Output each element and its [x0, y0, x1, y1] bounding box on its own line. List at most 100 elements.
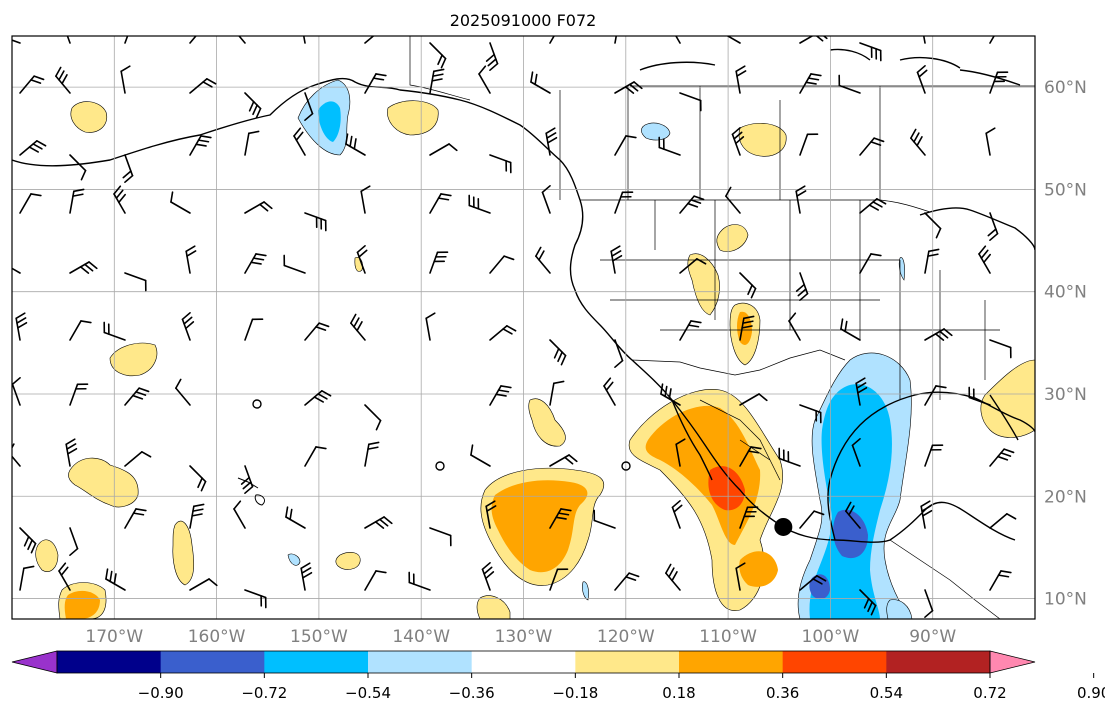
wind-barb — [124, 272, 147, 292]
wind-barb — [840, 318, 861, 341]
wind-barb — [549, 36, 555, 44]
wind-barb — [478, 65, 491, 94]
longitude-tick-label: 120°W — [597, 627, 655, 647]
wind-barb — [838, 74, 861, 94]
wind-barb — [739, 393, 768, 406]
wind-barb — [189, 578, 218, 591]
colorbar-segment — [160, 651, 265, 673]
positive-blob — [335, 552, 361, 570]
wind-barb — [924, 385, 947, 406]
wind-barb — [799, 73, 822, 94]
calm-circle — [435, 461, 445, 471]
wind-barb — [19, 193, 42, 214]
figure-title: 2025091000 F072 — [450, 11, 597, 30]
colorbar-tick-label: −0.72 — [241, 684, 287, 702]
longitude-tick-label: 140°W — [392, 627, 450, 647]
positive-region-mexico-core — [708, 466, 745, 511]
wind-barb — [859, 253, 882, 274]
wind-barb — [408, 571, 431, 591]
wind-barb — [113, 185, 126, 214]
wind-barb — [55, 66, 71, 94]
baja-peninsula — [671, 399, 713, 481]
negative-blob — [582, 581, 589, 601]
wind-barb — [364, 570, 387, 591]
calm-wind-markers — [252, 399, 631, 471]
wind-barb — [19, 565, 35, 591]
wind-barb — [345, 133, 366, 156]
longitude-tick-label: 160°W — [188, 627, 246, 647]
wind-barb — [799, 36, 828, 44]
colorbar-tick-label: 0.18 — [662, 684, 695, 702]
positive-blob — [35, 539, 59, 572]
us-mexico-border — [631, 349, 846, 376]
wind-barb — [105, 568, 126, 591]
longitude-tick-label: 110°W — [699, 627, 757, 647]
wind-barb — [795, 185, 807, 214]
wind-barb — [19, 75, 45, 94]
wind-barb — [364, 516, 393, 529]
wind-barb — [924, 589, 934, 619]
colorbar-segment — [471, 651, 576, 673]
wind-barb — [916, 64, 928, 94]
wind-barb — [968, 386, 991, 406]
colorbar-segment — [368, 651, 473, 673]
wind-barb — [660, 383, 681, 406]
wind-barb — [489, 154, 512, 174]
wind-barb — [304, 446, 327, 467]
wind-barb — [302, 36, 306, 44]
wind-barb — [69, 320, 92, 341]
wind-barb — [989, 570, 1012, 591]
wind-barb — [989, 339, 1012, 359]
wind-barb — [360, 185, 371, 214]
wind-barb — [485, 500, 497, 529]
positive-region-mexico-inner — [645, 405, 761, 545]
wind-barb — [489, 255, 515, 274]
wind-barb — [739, 315, 755, 341]
alaska-canada-border — [409, 36, 471, 101]
wind-barb — [859, 137, 885, 156]
wind-barb — [19, 527, 37, 554]
wind-barb — [989, 513, 1017, 529]
wind-barb — [859, 198, 887, 214]
alaska-coast — [12, 77, 581, 201]
wind-barb — [549, 508, 572, 529]
wind-barb — [58, 562, 71, 591]
wind-barb — [726, 36, 741, 44]
wind-barb — [189, 135, 212, 156]
storm-center-marker — [774, 517, 793, 536]
wind-barb — [788, 312, 801, 341]
wind-barb — [795, 272, 809, 302]
wind-barb — [181, 311, 195, 341]
colorbar-tick-label: −0.90 — [138, 684, 184, 702]
negative-region-gulf-core — [833, 509, 868, 559]
wind-barb — [122, 154, 134, 184]
positive-region-pacific-inner — [491, 480, 588, 573]
wind-barb — [189, 503, 205, 529]
wind-barb — [614, 572, 640, 591]
political-borders — [409, 36, 1035, 619]
wind-barb — [989, 448, 1015, 467]
colorbar-tick-label: −0.18 — [552, 684, 598, 702]
latitude-tick-label: 10°N — [1044, 590, 1087, 610]
wind-barb — [799, 133, 819, 156]
central-america — [889, 539, 1001, 619]
wind-barb — [19, 140, 47, 156]
wind-barb — [665, 563, 681, 591]
wind-barb — [429, 193, 452, 214]
longitude-tick-label: 90°W — [909, 627, 956, 647]
colorbar-outline — [56, 650, 991, 674]
wind-barb — [679, 258, 707, 274]
wind-barb — [12, 376, 21, 406]
wind-barb — [855, 377, 868, 406]
wind-barb — [735, 562, 746, 591]
latitude-tick-label: 30°N — [1044, 385, 1087, 405]
wind-barb — [364, 73, 387, 94]
wind-barb — [851, 437, 861, 467]
wind-barb — [989, 36, 995, 44]
wind-barb — [799, 575, 827, 591]
wind-barb — [614, 81, 643, 94]
positive-blob — [387, 100, 439, 136]
wind-barb — [304, 322, 330, 341]
wind-barb — [12, 443, 21, 467]
wind-barb — [66, 36, 71, 44]
